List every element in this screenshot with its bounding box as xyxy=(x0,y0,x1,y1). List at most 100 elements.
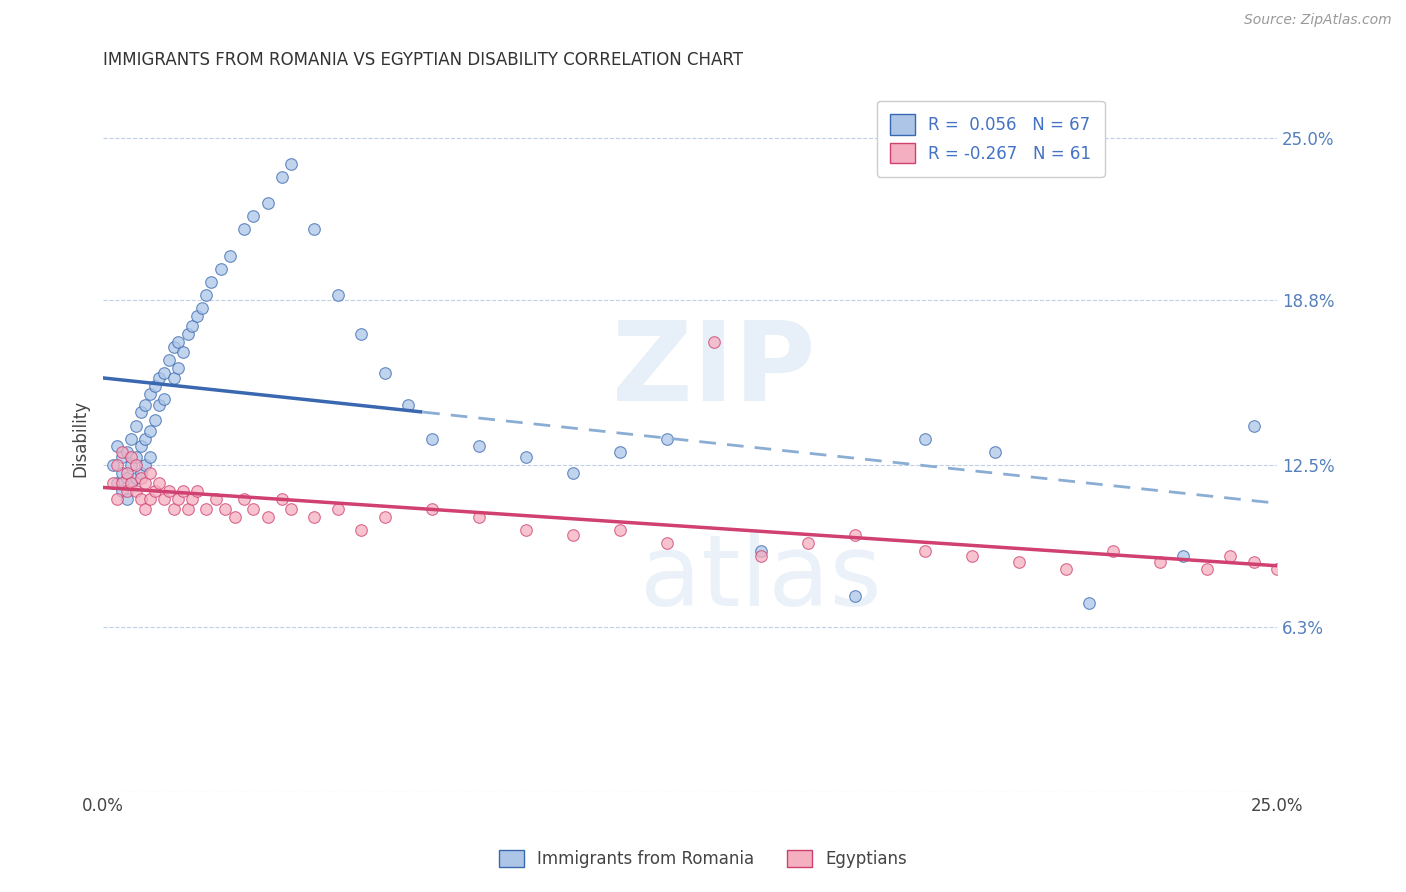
Point xyxy=(219,248,242,262)
Point xyxy=(749,549,772,564)
Point xyxy=(1078,596,1101,610)
Point xyxy=(129,440,152,454)
Point xyxy=(960,549,983,564)
Point xyxy=(105,440,128,454)
Point xyxy=(157,353,180,368)
Point xyxy=(125,450,148,464)
Point xyxy=(105,476,128,491)
Point xyxy=(139,466,162,480)
Point xyxy=(111,444,134,458)
Point xyxy=(420,432,443,446)
Text: IMMIGRANTS FROM ROMANIA VS EGYPTIAN DISABILITY CORRELATION CHART: IMMIGRANTS FROM ROMANIA VS EGYPTIAN DISA… xyxy=(103,51,744,69)
Point xyxy=(304,222,326,236)
Point xyxy=(326,502,349,516)
Point xyxy=(209,261,232,276)
Point xyxy=(256,510,278,524)
Point xyxy=(186,309,208,323)
Point xyxy=(120,476,142,491)
Point xyxy=(1219,549,1241,564)
Point xyxy=(111,483,134,498)
Point xyxy=(468,440,491,454)
Point xyxy=(115,466,138,480)
Point xyxy=(844,589,866,603)
Point xyxy=(1008,555,1031,569)
Point xyxy=(139,424,162,438)
Point xyxy=(111,450,134,464)
Point xyxy=(233,222,256,236)
Point xyxy=(214,502,236,516)
Point xyxy=(111,466,134,480)
Point xyxy=(270,491,292,506)
Point xyxy=(129,491,152,506)
Point xyxy=(139,387,162,401)
Point xyxy=(134,458,156,472)
Point xyxy=(515,523,537,537)
Point xyxy=(125,458,148,472)
Point xyxy=(101,458,124,472)
Point xyxy=(157,483,180,498)
Point xyxy=(120,450,142,464)
Point xyxy=(1243,418,1265,433)
Point xyxy=(1149,555,1171,569)
Point xyxy=(1265,562,1288,576)
Point xyxy=(1054,562,1077,576)
Point xyxy=(205,491,228,506)
Point xyxy=(374,366,396,380)
Point xyxy=(125,418,148,433)
Point xyxy=(134,432,156,446)
Point xyxy=(148,476,170,491)
Point xyxy=(172,345,194,359)
Point xyxy=(242,209,264,223)
Point xyxy=(655,536,678,550)
Point xyxy=(326,287,349,301)
Point xyxy=(914,432,936,446)
Point xyxy=(304,510,326,524)
Legend: Immigrants from Romania, Egyptians: Immigrants from Romania, Egyptians xyxy=(492,843,914,875)
Point xyxy=(148,398,170,412)
Point xyxy=(190,301,212,315)
Point xyxy=(609,523,631,537)
Point xyxy=(468,510,491,524)
Point xyxy=(1102,544,1125,558)
Point xyxy=(181,491,204,506)
Point xyxy=(181,319,204,334)
Y-axis label: Disability: Disability xyxy=(72,400,89,477)
Point xyxy=(111,476,134,491)
Point xyxy=(233,491,256,506)
Point xyxy=(167,361,190,376)
Point xyxy=(115,491,138,506)
Point xyxy=(280,157,302,171)
Point xyxy=(129,405,152,419)
Point xyxy=(134,398,156,412)
Point xyxy=(195,287,218,301)
Point xyxy=(115,471,138,485)
Point xyxy=(655,432,678,446)
Point xyxy=(224,510,246,524)
Point xyxy=(120,432,142,446)
Point xyxy=(350,326,373,341)
Point xyxy=(515,450,537,464)
Point xyxy=(420,502,443,516)
Point xyxy=(134,476,156,491)
Text: Source: ZipAtlas.com: Source: ZipAtlas.com xyxy=(1244,13,1392,28)
Point xyxy=(703,334,725,349)
Point xyxy=(120,476,142,491)
Point xyxy=(162,340,184,354)
Point xyxy=(148,371,170,385)
Point xyxy=(176,502,198,516)
Point xyxy=(1243,555,1265,569)
Point xyxy=(1173,549,1195,564)
Point xyxy=(561,466,583,480)
Point xyxy=(1195,562,1218,576)
Point xyxy=(162,371,184,385)
Point xyxy=(139,491,162,506)
Point xyxy=(280,502,302,516)
Point xyxy=(186,483,208,498)
Point xyxy=(200,275,222,289)
Point xyxy=(256,196,278,211)
Point xyxy=(374,510,396,524)
Point xyxy=(1289,549,1312,564)
Point xyxy=(153,491,176,506)
Point xyxy=(162,502,184,516)
Point xyxy=(176,326,198,341)
